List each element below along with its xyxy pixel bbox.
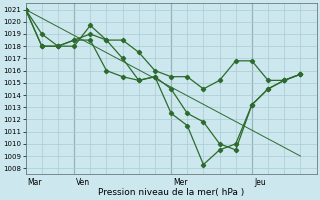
- Text: Ven: Ven: [76, 178, 90, 187]
- Text: Mer: Mer: [173, 178, 188, 187]
- Text: Jeu: Jeu: [254, 178, 266, 187]
- Text: Mar: Mar: [28, 178, 42, 187]
- X-axis label: Pression niveau de la mer( hPa ): Pression niveau de la mer( hPa ): [98, 188, 244, 197]
